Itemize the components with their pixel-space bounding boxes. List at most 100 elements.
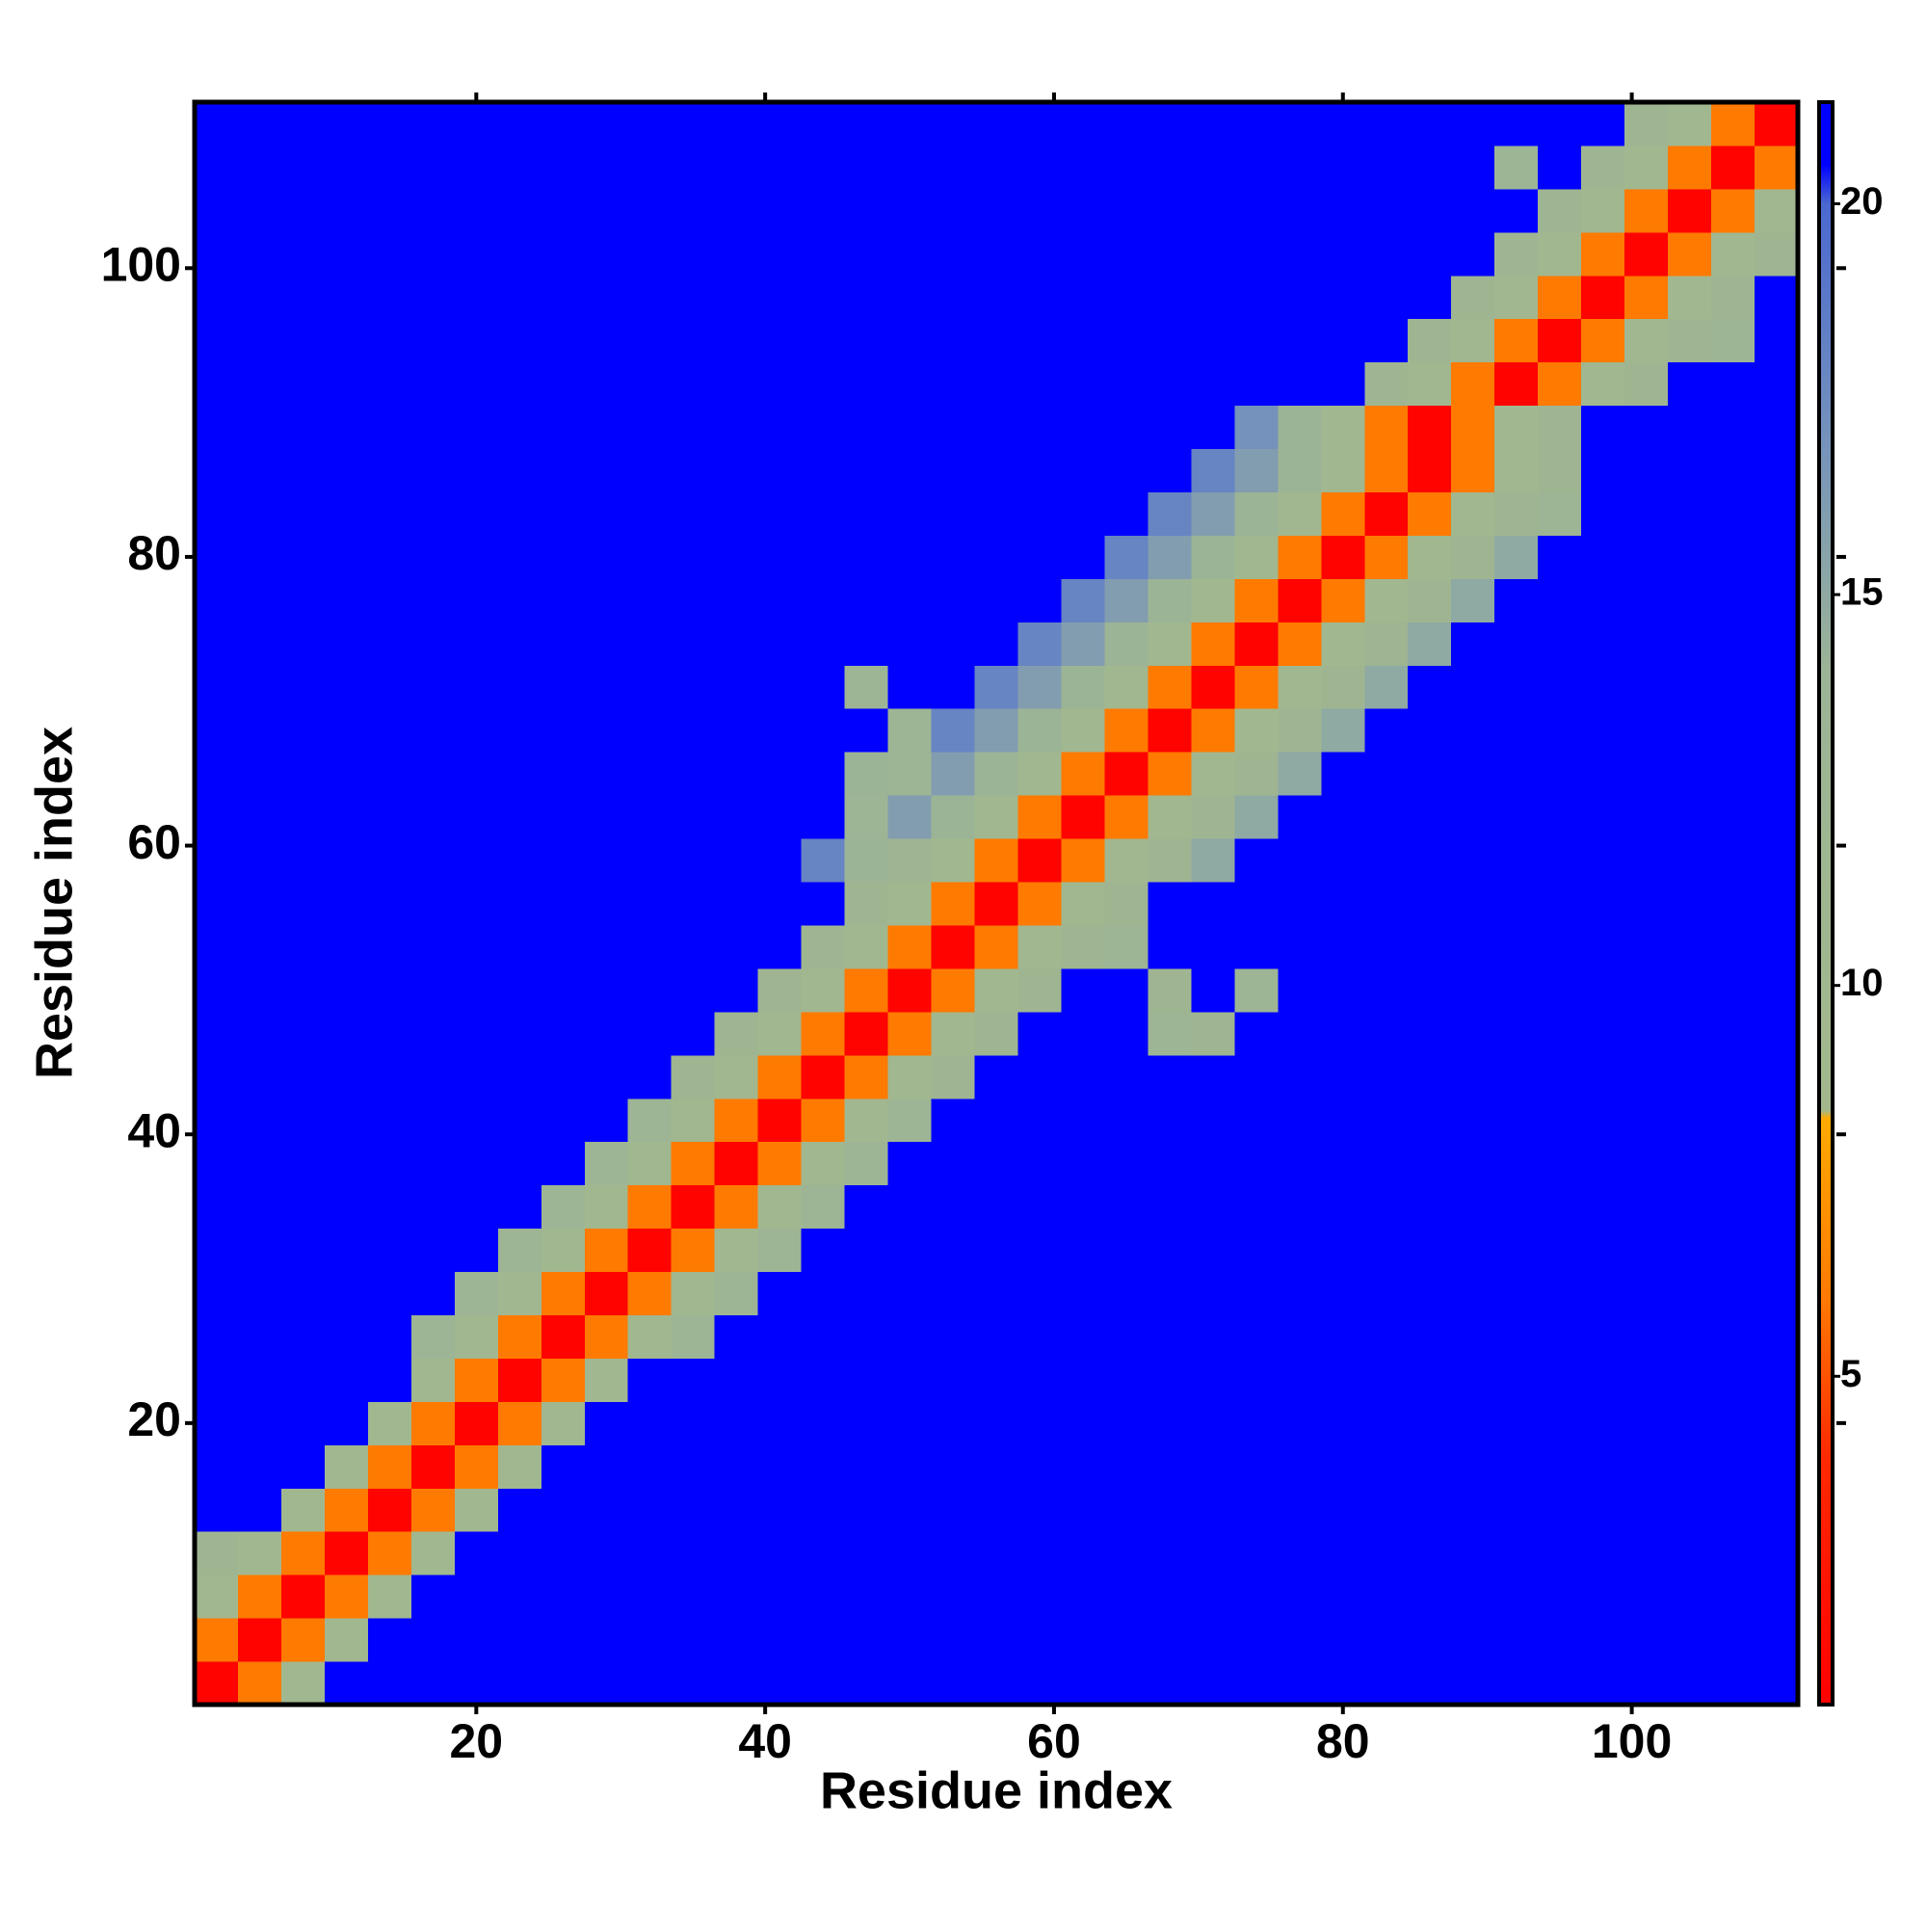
- heatmap-cell: [1755, 578, 1799, 622]
- heatmap-cell: [974, 795, 1018, 839]
- heatmap-cell: [1017, 1098, 1062, 1143]
- heatmap-cell: [541, 1575, 586, 1619]
- heatmap-cell: [1581, 838, 1625, 883]
- heatmap-cell: [1408, 535, 1452, 579]
- heatmap-cell: [454, 752, 499, 796]
- heatmap-cell: [541, 578, 586, 622]
- heatmap-cell: [324, 1141, 369, 1186]
- heatmap-cell: [1451, 318, 1495, 363]
- heatmap-cell: [1538, 448, 1582, 493]
- heatmap-cell: [410, 535, 456, 579]
- heatmap-cell: [1321, 448, 1365, 493]
- heatmap-cell: [1234, 838, 1279, 883]
- heatmap-cell: [1061, 578, 1105, 622]
- heatmap-cell: [1104, 882, 1148, 926]
- heatmap-cell: [1624, 1575, 1669, 1619]
- heatmap-cell: [541, 882, 586, 926]
- heatmap-cell: [410, 708, 456, 753]
- heatmap-cell: [1408, 882, 1452, 926]
- heatmap-cell: [195, 1358, 239, 1402]
- heatmap-cell: [1321, 145, 1365, 190]
- heatmap-cell: [1234, 924, 1279, 969]
- heatmap-cell: [1148, 1098, 1192, 1143]
- heatmap-cell: [1017, 231, 1062, 277]
- colorbar-tick-label: 20: [1840, 180, 1884, 223]
- heatmap-cell: [1104, 665, 1148, 709]
- heatmap-cell: [1104, 448, 1148, 493]
- heatmap-cell: [1191, 405, 1235, 450]
- heatmap-cell: [757, 665, 803, 709]
- y-tick-label: 100: [101, 237, 181, 291]
- heatmap-cell: [324, 967, 369, 1013]
- heatmap-cell: [1668, 1228, 1712, 1273]
- heatmap-cell: [1061, 622, 1105, 666]
- heatmap-cell: [931, 491, 976, 536]
- heatmap-cell: [1408, 1054, 1452, 1099]
- heatmap-cell: [627, 1358, 673, 1402]
- heatmap-cell: [1321, 188, 1365, 233]
- heatmap-cell: [1364, 1531, 1409, 1575]
- heatmap-cell: [195, 188, 239, 233]
- heatmap-cell: [1711, 578, 1755, 622]
- heatmap-cell: [1104, 361, 1148, 407]
- heatmap-cell: [1538, 622, 1582, 666]
- heatmap-cell: [757, 967, 803, 1013]
- heatmap-cell: [1668, 838, 1712, 883]
- heatmap-cell: [714, 405, 759, 450]
- heatmap-cell: [887, 967, 933, 1013]
- heatmap-cell: [1104, 1358, 1148, 1402]
- heatmap-cell: [280, 318, 326, 363]
- heatmap-cell: [1234, 1401, 1279, 1445]
- heatmap-cell: [801, 752, 846, 796]
- heatmap-cell: [1278, 1228, 1322, 1273]
- heatmap-cell: [887, 145, 933, 190]
- heatmap-cell: [1408, 1661, 1452, 1706]
- heatmap-cell: [454, 535, 499, 579]
- heatmap-cell: [627, 1054, 673, 1099]
- heatmap-cell: [671, 1054, 716, 1099]
- heatmap-cell: [1017, 622, 1062, 666]
- heatmap-cell: [801, 967, 846, 1013]
- heatmap-cell: [887, 708, 933, 753]
- heatmap-cell: [1408, 1488, 1452, 1532]
- heatmap-cell: [757, 795, 803, 839]
- heatmap-cell: [367, 1011, 412, 1056]
- heatmap-cell: [1711, 882, 1755, 926]
- heatmap-cell: [1148, 102, 1192, 146]
- heatmap-cell: [497, 1661, 542, 1706]
- heatmap-cell: [280, 1661, 326, 1706]
- heatmap-cell: [1451, 145, 1495, 190]
- heatmap-cell: [1581, 188, 1625, 233]
- heatmap-cell: [627, 1401, 673, 1445]
- heatmap-cell: [887, 1054, 933, 1099]
- heatmap-cell: [195, 405, 239, 450]
- heatmap-cell: [714, 1444, 759, 1489]
- heatmap-cell: [195, 535, 239, 579]
- heatmap-cell: [497, 1054, 542, 1099]
- heatmap-cell: [237, 491, 282, 536]
- heatmap-cell: [1278, 1661, 1322, 1706]
- heatmap-cell: [367, 1098, 412, 1143]
- heatmap-cell: [1191, 1098, 1235, 1143]
- heatmap-cell: [1581, 1011, 1625, 1056]
- heatmap-cell: [237, 578, 282, 622]
- heatmap-cell: [627, 1314, 673, 1359]
- heatmap-cell: [1408, 231, 1452, 277]
- heatmap-cell: [497, 102, 542, 146]
- heatmap-cell: [1278, 1488, 1322, 1532]
- heatmap-cell: [1668, 448, 1712, 493]
- heatmap-cell: [801, 1271, 846, 1315]
- heatmap-cell: [1104, 1401, 1148, 1445]
- heatmap-cell: [1494, 188, 1539, 233]
- heatmap-cell: [1494, 1098, 1539, 1143]
- heatmap-cell: [1148, 1401, 1192, 1445]
- heatmap-cell: [324, 622, 369, 666]
- heatmap-cell: [671, 1575, 716, 1619]
- heatmap-cell: [1624, 1531, 1669, 1575]
- heatmap-cell: [1148, 1618, 1192, 1662]
- heatmap-cell: [1668, 275, 1712, 320]
- heatmap-cell: [410, 145, 456, 190]
- heatmap-cell: [367, 578, 412, 622]
- heatmap-cell: [974, 448, 1018, 493]
- heatmap-cell: [195, 1444, 239, 1489]
